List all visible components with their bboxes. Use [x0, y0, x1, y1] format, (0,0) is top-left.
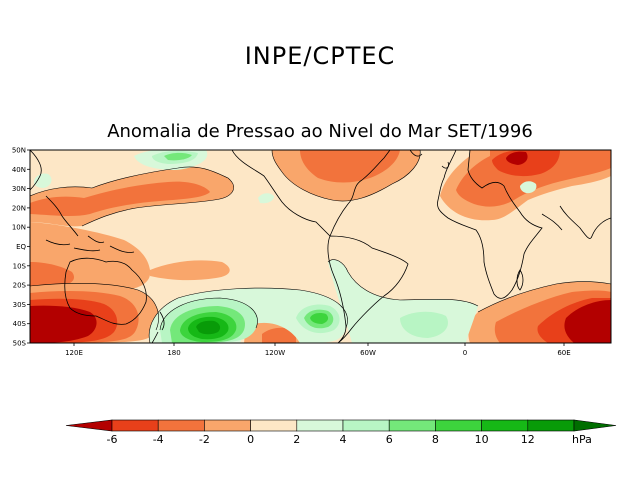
colorbar-label: 10 [475, 433, 489, 446]
colorbar-label: 8 [432, 433, 439, 446]
lon-label: 120E [65, 349, 83, 357]
lat-label: 40N [12, 166, 26, 174]
anomaly-field [30, 150, 611, 343]
colorbar: -6 -4 -2 0 2 4 6 8 10 12 [65, 419, 617, 446]
coast-madagascar [516, 269, 524, 291]
lat-label: 40S [13, 320, 27, 328]
neg-anomaly-australia-peak [30, 305, 97, 343]
agency-title: INPE/CPTEC [244, 42, 396, 70]
neg-anomaly-north-atlantic-core [300, 150, 400, 183]
coast-greenland-uk [409, 150, 449, 169]
colorbar-label: 2 [293, 433, 300, 446]
lat-label: EQ [16, 243, 26, 251]
colorbar-segment [157, 419, 205, 432]
lat-label: 10N [12, 224, 26, 232]
pos-anomaly-central-asia [520, 181, 537, 194]
neg-anomaly-europe-peak [506, 151, 528, 165]
colorbar-segment [388, 419, 436, 432]
coast-arabia-india [541, 205, 611, 239]
colorbar-segment [481, 419, 529, 432]
pos-anomaly-southeast-pacific-peak [310, 313, 329, 324]
neg-anomaly-tropical-pacific [150, 260, 230, 281]
lat-label: 50N [12, 147, 26, 155]
lat-label: 20N [12, 204, 26, 212]
lon-label: 60E [557, 349, 570, 357]
neg-anomaly-north-pacific-core [30, 181, 210, 217]
colorbar-segment [111, 419, 159, 432]
colorbar-label: -6 [107, 433, 118, 446]
lat-label: 30N [12, 185, 26, 193]
lon-label: 60W [360, 349, 376, 357]
lat-label: 10S [13, 262, 27, 270]
colorbar-segment [204, 419, 251, 432]
coast-new-zealand [151, 311, 165, 343]
contour-lines [30, 150, 611, 343]
colorbar-label: 4 [340, 433, 347, 446]
colorbar-segment [296, 419, 344, 432]
pos-anomaly-south-pacific-peak [196, 320, 221, 335]
lat-label: 50S [13, 340, 27, 348]
coastlines [30, 150, 611, 343]
longitude-axis: 120E 180 120W 60W 0 60E [65, 343, 571, 357]
pos-anomaly-south-atlantic [400, 311, 448, 338]
lat-label: 20S [13, 282, 27, 290]
colorbar-segment [342, 419, 390, 432]
neg-anomaly-southeast-pacific-core [262, 327, 296, 343]
map-title: Anomalia de Pressao ao Nivel do Mar SET/… [107, 121, 533, 142]
coast-asia-east [30, 150, 79, 237]
lon-label: 120W [265, 349, 285, 357]
colorbar-segment [65, 419, 113, 432]
pos-anomaly-subtropical-pacific [258, 193, 274, 204]
colorbar-label: 12 [521, 433, 535, 446]
colorbar-label: 6 [386, 433, 393, 446]
colorbar-segment [527, 419, 575, 432]
lon-label: 180 [167, 349, 180, 357]
coast-north-america [231, 150, 391, 237]
coast-south-america [327, 235, 409, 343]
pos-anomaly-alaska [34, 173, 52, 188]
colorbar-segment [573, 419, 617, 432]
lon-label: 0 [463, 349, 467, 357]
pos-anomaly-north-pacific-peak [164, 152, 192, 161]
coast-europe-africa [437, 150, 543, 299]
colorbar-label: -2 [199, 433, 210, 446]
colorbar-unit: hPa [572, 433, 592, 446]
neg-anomaly-warm-pool-core [30, 262, 75, 286]
neg-anomaly-south-indian-peak [564, 300, 611, 343]
latitude-axis: 50N 40N 30N 20N 10N EQ 10S 20S 30S 40S 50S [12, 147, 30, 348]
coast-australia [64, 257, 147, 325]
colorbar-segment [435, 419, 482, 432]
lat-label: 30S [13, 301, 27, 309]
coast-indonesia [45, 235, 135, 253]
colorbar-label: 0 [247, 433, 254, 446]
colorbar-label: -4 [153, 433, 164, 446]
colorbar-segment [250, 419, 298, 432]
